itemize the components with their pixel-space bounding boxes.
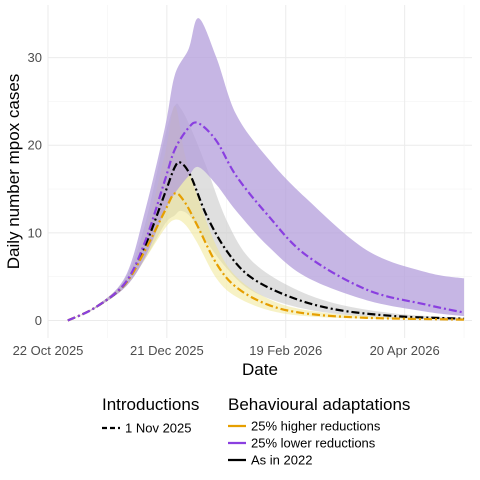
y-tick-label: 10 bbox=[28, 225, 42, 240]
legend-label-25-higher-reductions: 25% higher reductions bbox=[251, 419, 381, 434]
x-tick-label: 20 Apr 2026 bbox=[370, 343, 440, 358]
legend-introductions-title: Introductions bbox=[102, 395, 199, 414]
legend-label-introduction: 1 Nov 2025 bbox=[125, 421, 192, 436]
x-tick-label: 22 Oct 2025 bbox=[13, 343, 84, 358]
y-tick-label: 30 bbox=[28, 50, 42, 65]
uncertainty-bands bbox=[67, 18, 465, 321]
y-tick-label: 0 bbox=[35, 313, 42, 328]
legend-label-as-in-2022: As in 2022 bbox=[251, 453, 312, 468]
y-axis-title: Daily number mpox cases bbox=[4, 74, 23, 270]
axis-ticks: 0 10 20 30 22 Oct 2025 21 Dec 2025 19 Feb 2026… bbox=[13, 50, 440, 358]
x-tick-label: 21 Dec 2025 bbox=[130, 343, 204, 358]
legend-label-25-lower-reductions: 25% lower reductions bbox=[251, 436, 376, 451]
line-25-higher-reductions bbox=[67, 192, 465, 322]
x-axis-title: Date bbox=[242, 360, 278, 379]
line-25-lower-reductions bbox=[67, 121, 465, 322]
y-tick-label: 20 bbox=[28, 138, 42, 153]
legend: Introductions Behavioural adaptations 1 … bbox=[102, 395, 410, 468]
legend-behavioural-title: Behavioural adaptations bbox=[228, 395, 410, 414]
x-tick-label: 19 Feb 2026 bbox=[249, 343, 322, 358]
band-25-lower-reductions bbox=[67, 18, 465, 321]
median-lines bbox=[67, 121, 465, 322]
